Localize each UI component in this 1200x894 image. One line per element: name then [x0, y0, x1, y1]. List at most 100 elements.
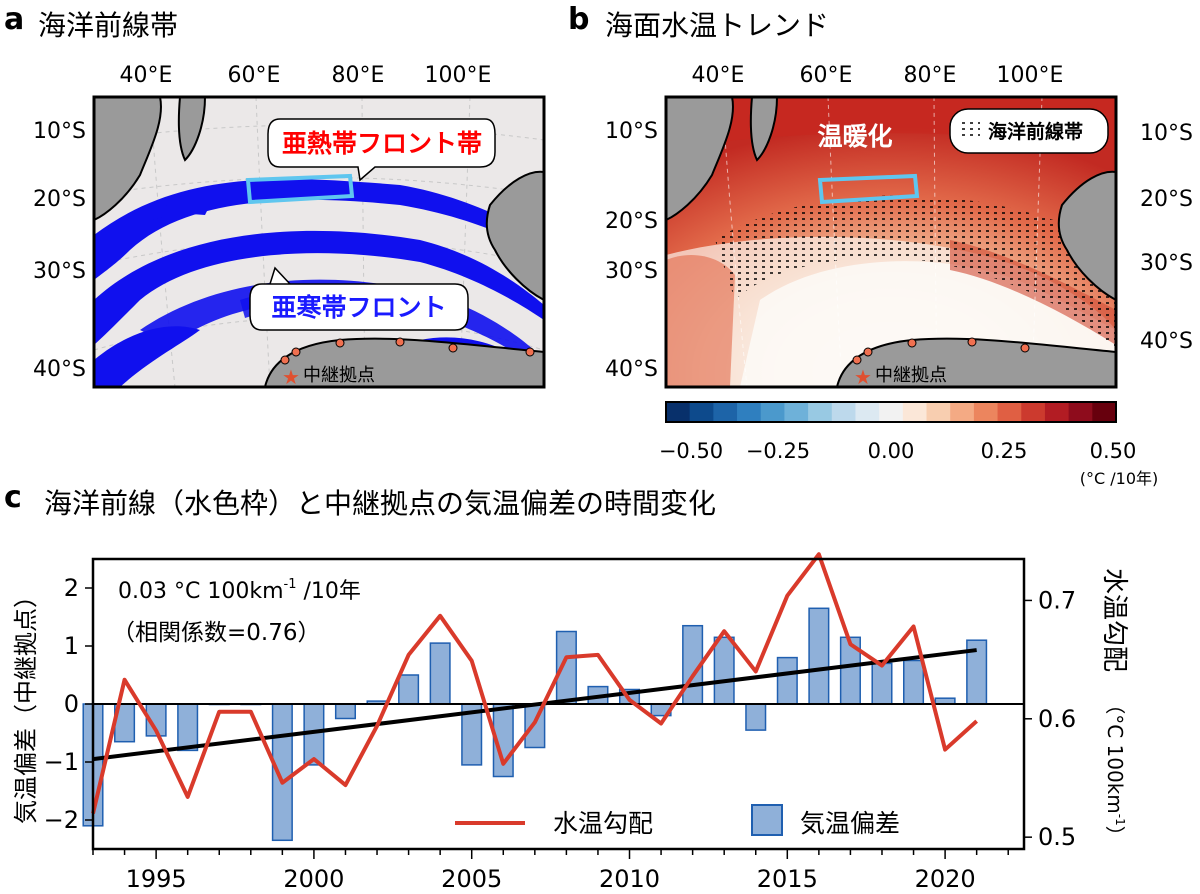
legend-bar-label: 気温偏差 — [800, 809, 900, 838]
lat-tick: 30°S — [1140, 251, 1193, 276]
colorbar-swatch — [1092, 402, 1117, 422]
colorbar-swatch — [997, 402, 1022, 422]
landmass — [666, 97, 1116, 387]
lat-tick: 30°S — [33, 259, 86, 284]
colorbar-tick: −0.50 — [659, 439, 723, 463]
subtropical-front-box — [245, 173, 355, 205]
colorbar-swatch — [973, 402, 999, 422]
annotation-corr: （相関係数=0.76） — [112, 620, 320, 646]
bar — [334, 703, 357, 720]
legend-line-label: 水温勾配 — [553, 809, 653, 838]
colorbar-unit: (°C /10年) — [1080, 469, 1159, 488]
y-right-tick-label: 0.5 — [1038, 823, 1076, 851]
y-left-tick-label: −2 — [44, 806, 79, 834]
colorbar-swatch — [879, 402, 904, 422]
bar — [776, 656, 798, 705]
colorbar-swatch — [666, 402, 691, 422]
lat-tick: 20°S — [1140, 187, 1193, 212]
map-panel-b: 温暖化 海洋前線帯 ★ 中継拠点 40°E 60°E 80°E 100°E 10… — [605, 63, 1193, 488]
lat-tick: 10°S — [1140, 121, 1193, 146]
bar — [903, 659, 925, 705]
x-tick-label: 2020 — [915, 865, 976, 893]
colorbar-swatch — [689, 402, 714, 422]
colorbar-swatch — [784, 402, 809, 422]
lon-tick: 80°E — [904, 63, 957, 88]
x-tick-label: 2000 — [283, 865, 344, 893]
colorbar — [666, 402, 1117, 422]
lon-tick: 80°E — [332, 63, 385, 88]
colorbar-swatch — [855, 402, 880, 422]
panel-c-label: c — [4, 480, 22, 515]
trend-line — [92, 648, 977, 762]
subtropical-label: 亜熱帯フロント帯 — [282, 129, 482, 158]
colorbar-swatch — [950, 402, 975, 422]
star-icon: ★ — [854, 365, 872, 389]
y-left-tick-label: 2 — [64, 574, 79, 602]
panel-a-label: a — [4, 2, 25, 37]
bar — [871, 662, 893, 705]
lat-tick: 40°S — [605, 357, 658, 382]
y-left-tick-label: 1 — [64, 632, 79, 660]
legend: 水温勾配 気温偏差 — [455, 804, 900, 838]
bar — [808, 607, 830, 705]
ylabel-right-unit: （°C 100km-1） — [1103, 694, 1127, 846]
callout-subantarctic: 亜寒帯フロント — [249, 266, 469, 331]
bar — [429, 642, 451, 705]
subantarctic-label: 亜寒帯フロント — [271, 293, 446, 322]
axes: 1995 2000 2005 2010 2015 2020 2 1 0 −1 −2 0.7 0.6 0.5 — [44, 574, 1077, 893]
relay-label-b: 中継拠点 — [875, 365, 947, 386]
annotation-trend: 0.03 °C 100km-1 /10年 — [118, 577, 361, 604]
panel-b-label: b — [568, 2, 590, 37]
ylabel-left: 気温偏差（中継拠点） — [12, 584, 40, 824]
colorbar-swatch — [1068, 402, 1093, 422]
bar — [745, 703, 767, 731]
lat-tick: 40°S — [1140, 329, 1193, 354]
lon-tick: 60°E — [228, 63, 281, 88]
lon-tick: 100°E — [997, 63, 1064, 88]
relay-label-a: 中継拠点 — [303, 365, 375, 386]
colorbar-swatch — [831, 402, 857, 422]
lon-tick: 40°E — [120, 63, 173, 88]
lat-tick: 10°S — [33, 119, 86, 144]
colorbar-tick: 0.50 — [1090, 439, 1137, 463]
x-tick-label: 2015 — [757, 865, 818, 893]
bar — [177, 703, 199, 752]
warming-label: 温暖化 — [817, 122, 892, 151]
colorbar-tick: −0.25 — [746, 439, 810, 463]
x-tick-label: 2005 — [441, 865, 502, 893]
legend-bar-swatch — [751, 804, 783, 836]
ylabel-right: 水温勾配 — [1099, 568, 1129, 672]
legend-front: 海洋前線帯 — [949, 108, 1109, 154]
map-panel-a: 亜熱帯フロント帯 亜寒帯フロント ★ 中継拠点 40°E 60°E 80°E 1… — [33, 63, 546, 389]
x-tick-label: 2010 — [599, 865, 660, 893]
panel-b-title: 海面水温トレンド — [605, 9, 830, 42]
lon-tick: 60°E — [800, 63, 853, 88]
callout-subtropical: 亜熱帯フロント帯 — [267, 118, 496, 182]
map-frame-b — [664, 95, 1118, 389]
y-left-tick-label: −1 — [44, 748, 79, 776]
y-right-tick-label: 0.7 — [1038, 586, 1076, 614]
colorbar-frame — [665, 401, 1117, 423]
colorbar-swatch — [902, 402, 928, 422]
star-icon: ★ — [282, 365, 300, 389]
x-tick-label: 1995 — [126, 865, 187, 893]
relay-stations — [280, 337, 535, 365]
colorbar-swatch — [808, 402, 833, 422]
lon-tick: 100°E — [425, 63, 492, 88]
colorbar-swatch — [926, 402, 951, 422]
colorbar-swatch — [1021, 402, 1046, 422]
legend-front-label: 海洋前線帯 — [988, 120, 1083, 143]
bar — [713, 636, 735, 705]
lat-tick: 20°S — [33, 187, 86, 212]
map-frame-a — [92, 95, 546, 389]
y-right-tick-label: 0.6 — [1038, 705, 1076, 733]
panel-c-title: 海洋前線（水色枠）と中継拠点の気温偏差の時間変化 — [44, 487, 717, 520]
colorbar-tick: 0.25 — [981, 439, 1028, 463]
lat-tick: 30°S — [605, 259, 658, 284]
gradient-line — [91, 552, 978, 814]
lat-tick: 20°S — [605, 209, 658, 234]
bar — [398, 674, 420, 705]
bar-series — [82, 607, 988, 842]
lon-tick: 40°E — [692, 63, 745, 88]
